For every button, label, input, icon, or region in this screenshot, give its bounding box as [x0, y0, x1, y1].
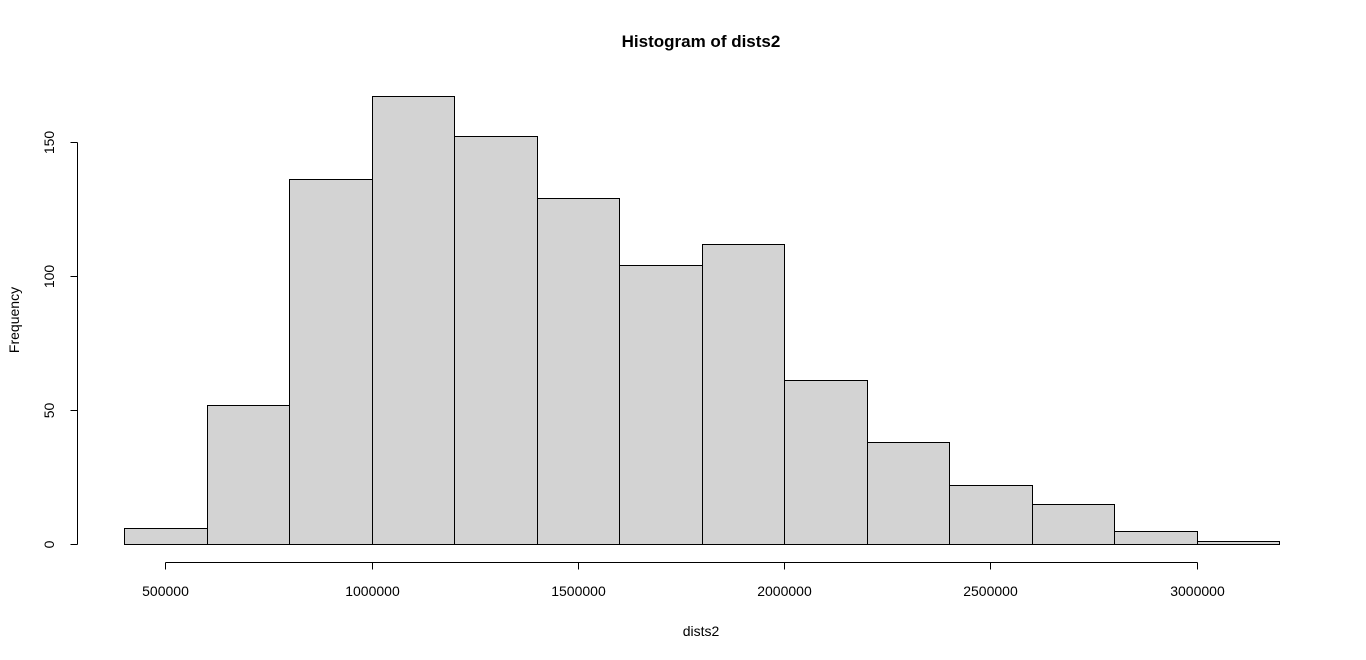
- x-tick-label-0: 500000: [142, 583, 189, 599]
- y-tick-label-1: 50: [41, 403, 57, 419]
- bars-group: [124, 96, 1280, 545]
- histogram-bar-12: [1114, 531, 1198, 545]
- x-tick-label-3: 2000000: [757, 583, 812, 599]
- histogram-bar-2: [289, 179, 373, 545]
- chart-title: Histogram of dists2: [622, 32, 781, 51]
- x-axis-label: dists2: [683, 623, 720, 639]
- histogram-bar-13: [1197, 541, 1280, 545]
- x-tick-label-2: 1500000: [551, 583, 606, 599]
- histogram-bar-1: [207, 405, 290, 545]
- histogram-bar-0: [124, 528, 208, 545]
- histogram-bar-5: [537, 198, 620, 545]
- histogram-bar-6: [619, 265, 703, 545]
- histogram-bar-4: [454, 136, 538, 545]
- histogram-bar-11: [1032, 504, 1115, 545]
- y-tick-label-0: 0: [41, 540, 57, 548]
- histogram-bar-9: [867, 442, 950, 545]
- x-tick-label-4: 2500000: [963, 583, 1018, 599]
- x-tick-label-5: 3000000: [1170, 583, 1225, 599]
- y-tick-label-3: 150: [41, 131, 57, 155]
- x-axis: 500000 1000000 1500000 2000000 2500000 300000…: [142, 562, 1225, 599]
- histogram-bar-7: [702, 244, 785, 545]
- x-tick-label-1: 1000000: [345, 583, 400, 599]
- histogram-bar-10: [949, 485, 1033, 545]
- y-axis-label: Frequency: [6, 287, 22, 353]
- y-axis: 0 50 100 150: [41, 131, 78, 548]
- y-tick-label-2: 100: [41, 265, 57, 289]
- histogram-bar-8: [784, 380, 868, 545]
- histogram-bar-3: [372, 96, 455, 545]
